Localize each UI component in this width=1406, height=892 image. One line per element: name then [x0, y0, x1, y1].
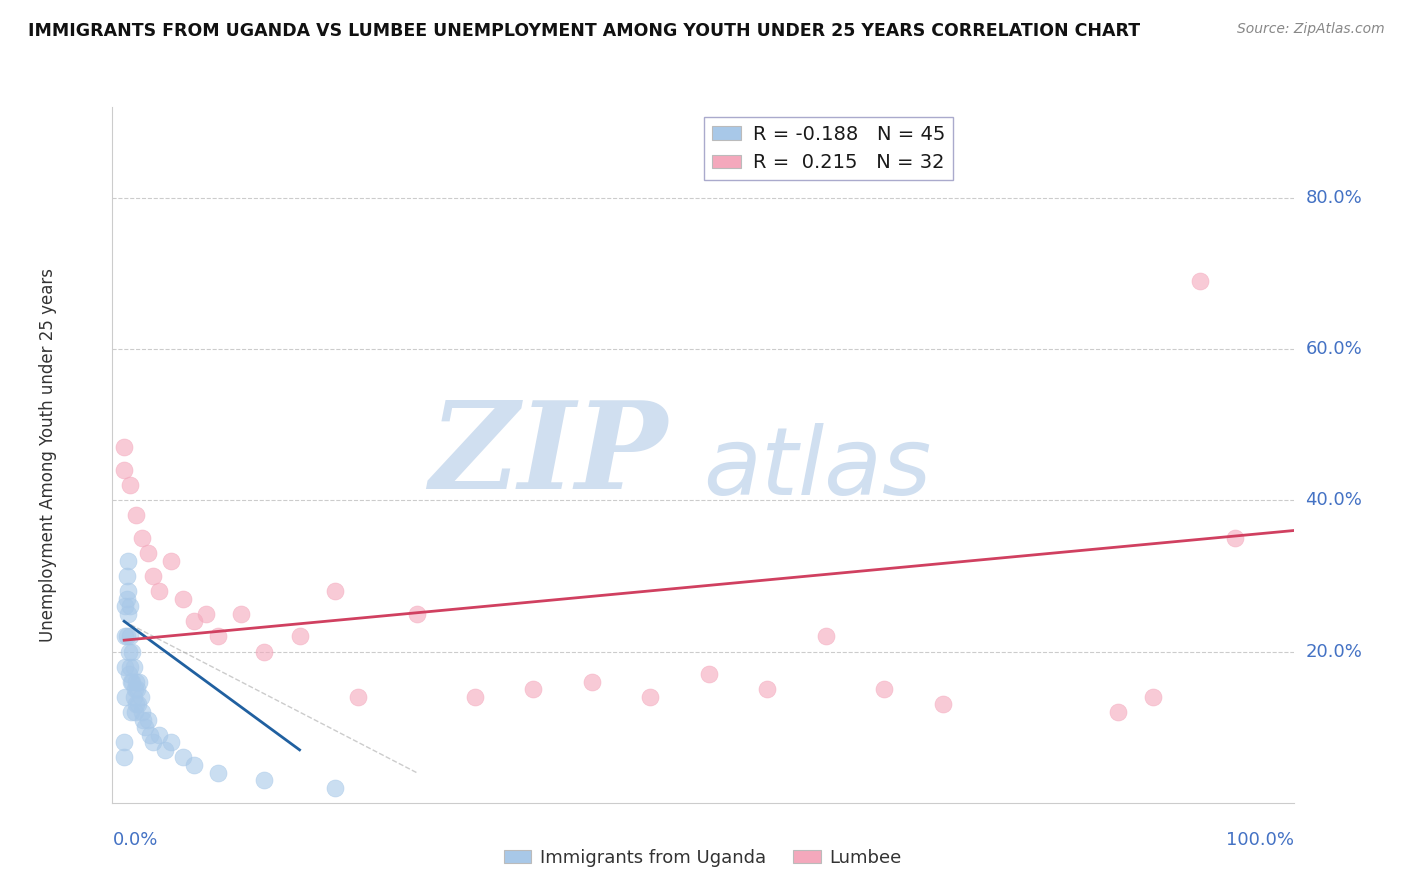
Point	[148, 584, 170, 599]
Text: 100.0%: 100.0%	[1226, 830, 1294, 848]
Point	[1223, 531, 1246, 545]
Text: Source: ZipAtlas.com: Source: ZipAtlas.com	[1237, 22, 1385, 37]
Point	[125, 698, 148, 712]
Point	[136, 713, 159, 727]
Text: 80.0%: 80.0%	[1305, 189, 1362, 207]
Point	[522, 682, 544, 697]
Text: IMMIGRANTS FROM UGANDA VS LUMBEE UNEMPLOYMENT AMONG YOUTH UNDER 25 YEARS CORRELA: IMMIGRANTS FROM UGANDA VS LUMBEE UNEMPLO…	[28, 22, 1140, 40]
Point	[142, 569, 165, 583]
Point	[153, 743, 176, 757]
Point	[697, 667, 720, 681]
Point	[118, 629, 141, 643]
Point	[253, 773, 276, 788]
Point	[1107, 705, 1129, 719]
Point	[288, 629, 311, 643]
Point	[1188, 274, 1211, 288]
Point	[112, 441, 135, 455]
Point	[1142, 690, 1164, 704]
Point	[114, 629, 136, 643]
Point	[139, 728, 162, 742]
Point	[118, 478, 141, 492]
Point	[114, 599, 136, 614]
Point	[207, 765, 229, 780]
Text: 40.0%: 40.0%	[1305, 491, 1362, 509]
Text: ZIP: ZIP	[429, 396, 668, 514]
Point	[117, 607, 139, 621]
Point	[115, 569, 138, 583]
Point	[172, 750, 194, 764]
Point	[118, 644, 141, 658]
Point	[132, 713, 155, 727]
Text: 20.0%: 20.0%	[1305, 642, 1362, 661]
Point	[125, 682, 148, 697]
Point	[118, 659, 141, 673]
Point	[112, 463, 135, 477]
Legend: Immigrants from Uganda, Lumbee: Immigrants from Uganda, Lumbee	[496, 842, 910, 874]
Point	[183, 615, 205, 629]
Point	[142, 735, 165, 749]
Point	[118, 599, 141, 614]
Point	[121, 674, 143, 689]
Point	[120, 705, 142, 719]
Point	[323, 780, 346, 795]
Point	[131, 531, 153, 545]
Point	[172, 591, 194, 606]
Point	[183, 758, 205, 772]
Point	[112, 750, 135, 764]
Point	[125, 508, 148, 523]
Point	[253, 644, 276, 658]
Point	[640, 690, 662, 704]
Point	[136, 546, 159, 560]
Point	[114, 690, 136, 704]
Point	[131, 705, 153, 719]
Point	[581, 674, 603, 689]
Point	[148, 728, 170, 742]
Point	[756, 682, 779, 697]
Legend: R = -0.188   N = 45, R =  0.215   N = 32: R = -0.188 N = 45, R = 0.215 N = 32	[704, 117, 953, 180]
Text: 0.0%: 0.0%	[112, 830, 157, 848]
Point	[873, 682, 896, 697]
Text: Unemployment Among Youth under 25 years: Unemployment Among Youth under 25 years	[38, 268, 56, 642]
Point	[129, 690, 152, 704]
Point	[323, 584, 346, 599]
Point	[115, 629, 138, 643]
Point	[117, 554, 139, 568]
Point	[134, 720, 156, 734]
Point	[814, 629, 837, 643]
Point	[118, 667, 141, 681]
Text: 60.0%: 60.0%	[1305, 340, 1362, 358]
Point	[207, 629, 229, 643]
Point	[120, 674, 142, 689]
Point	[125, 674, 148, 689]
Point	[931, 698, 953, 712]
Point	[405, 607, 427, 621]
Point	[195, 607, 218, 621]
Point	[160, 554, 183, 568]
Point	[464, 690, 486, 704]
Point	[229, 607, 252, 621]
Point	[115, 591, 138, 606]
Point	[127, 698, 149, 712]
Point	[122, 690, 145, 704]
Point	[347, 690, 370, 704]
Point	[112, 735, 135, 749]
Point	[124, 682, 146, 697]
Point	[122, 659, 145, 673]
Point	[128, 674, 150, 689]
Point	[160, 735, 183, 749]
Text: atlas: atlas	[703, 424, 931, 515]
Point	[124, 705, 146, 719]
Point	[121, 644, 143, 658]
Point	[114, 659, 136, 673]
Point	[117, 584, 139, 599]
